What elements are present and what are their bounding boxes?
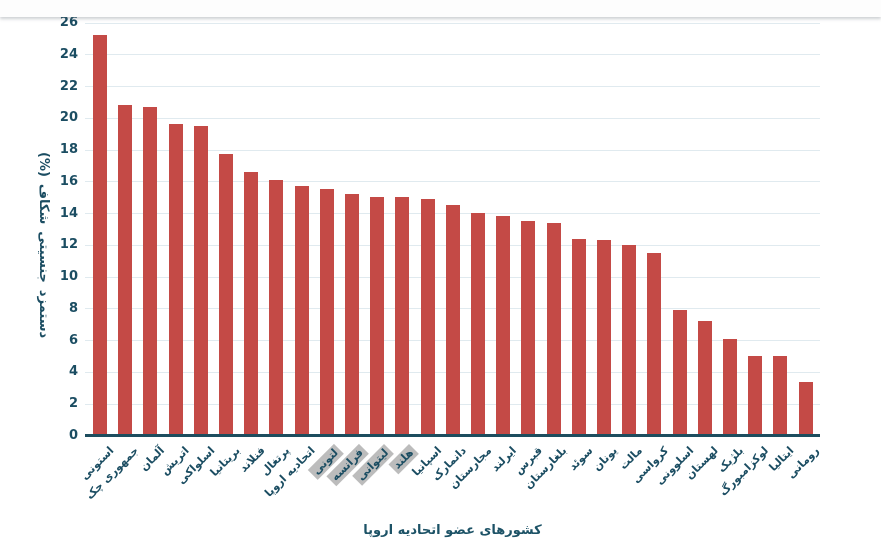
bar bbox=[345, 194, 359, 434]
bar bbox=[168, 124, 183, 434]
bar bbox=[294, 186, 309, 434]
bar bbox=[546, 222, 561, 434]
bar bbox=[697, 321, 712, 434]
y-axis-title: (%) شکاف جنسیتی دستمزد bbox=[35, 152, 53, 338]
bar bbox=[269, 179, 284, 434]
y-axis-title-word: دستمزد bbox=[36, 289, 52, 339]
bar bbox=[723, 338, 737, 434]
y-axis-title-word: جنسیتی bbox=[36, 231, 52, 283]
bar bbox=[93, 35, 107, 434]
bar bbox=[798, 381, 813, 434]
x-axis-line bbox=[85, 434, 820, 437]
y-tick-label: 10 bbox=[59, 269, 78, 285]
y-axis-title-word: (%) bbox=[36, 152, 52, 177]
bar bbox=[193, 125, 208, 434]
y-tick-label: 24 bbox=[59, 46, 78, 62]
bar bbox=[571, 238, 586, 434]
bar bbox=[319, 189, 334, 434]
bar bbox=[445, 205, 460, 434]
y-tick-label: 16 bbox=[59, 173, 78, 189]
x-axis-label: سوئد bbox=[565, 444, 596, 474]
page-top-edge bbox=[0, 0, 881, 17]
x-axis-label: یونان bbox=[590, 444, 621, 474]
y-tick-label: 14 bbox=[59, 205, 78, 221]
y-tick-label: 20 bbox=[59, 110, 78, 126]
y-tick-label: 26 bbox=[59, 15, 78, 30]
gridline bbox=[85, 22, 820, 24]
bar bbox=[244, 171, 259, 434]
gridline bbox=[85, 149, 820, 151]
bar bbox=[219, 154, 233, 434]
gridline bbox=[85, 86, 820, 88]
bar bbox=[471, 213, 485, 434]
y-tick-label: 6 bbox=[68, 332, 78, 348]
bar bbox=[395, 197, 410, 434]
bar bbox=[370, 197, 385, 434]
gridline bbox=[85, 181, 820, 183]
x-axis-title: کشورهای عضو اتحادیه اروپا bbox=[363, 523, 542, 538]
bar bbox=[143, 106, 158, 434]
y-tick-label: 2 bbox=[68, 396, 78, 412]
bar bbox=[521, 221, 536, 434]
bar bbox=[773, 356, 788, 434]
bar bbox=[496, 216, 511, 434]
bar bbox=[420, 198, 435, 434]
y-tick-label: 12 bbox=[59, 237, 78, 253]
bar bbox=[672, 310, 687, 434]
y-tick-label: 22 bbox=[59, 78, 78, 94]
gridline bbox=[85, 117, 820, 119]
bar bbox=[748, 356, 763, 434]
gridline bbox=[85, 54, 820, 56]
bar bbox=[622, 244, 637, 434]
y-tick-label: 8 bbox=[68, 300, 78, 316]
y-tick-label: 0 bbox=[68, 428, 78, 443]
y-axis-title-word: شکاف bbox=[36, 183, 52, 225]
y-tick-label: 4 bbox=[68, 364, 78, 380]
bar bbox=[118, 105, 133, 434]
bar bbox=[647, 252, 662, 434]
bar bbox=[597, 240, 611, 434]
y-tick-label: 18 bbox=[59, 142, 78, 158]
